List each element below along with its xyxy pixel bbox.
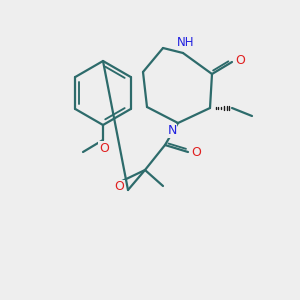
Text: O: O: [99, 142, 109, 154]
Text: O: O: [114, 181, 124, 194]
Text: O: O: [191, 146, 201, 160]
Text: O: O: [235, 53, 245, 67]
Text: NH: NH: [177, 35, 195, 49]
Text: N: N: [167, 124, 177, 137]
